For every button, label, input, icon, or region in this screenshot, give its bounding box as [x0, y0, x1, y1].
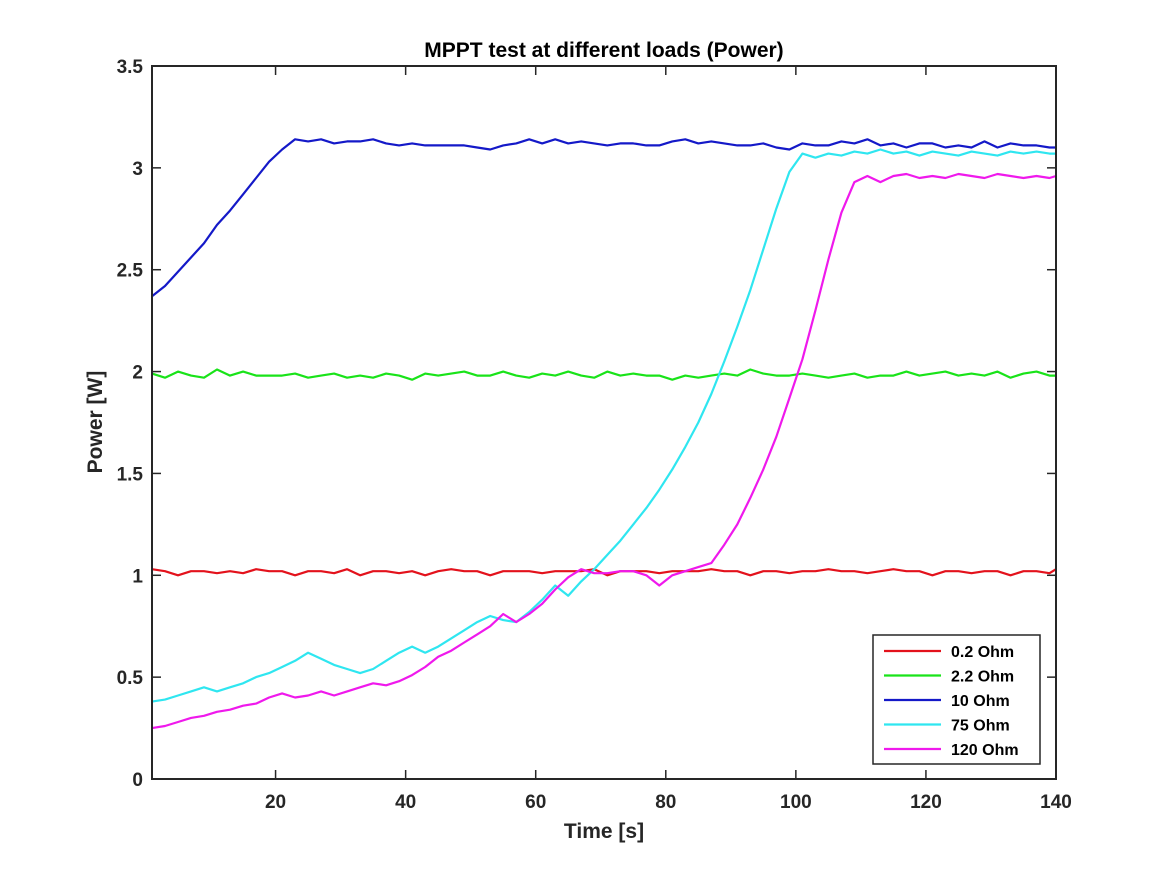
- x-tick-label: 80: [655, 792, 676, 813]
- series-line-1: [151, 368, 1056, 381]
- legend-entry: 75 Ohm: [951, 718, 1010, 735]
- x-tick-label: 100: [780, 792, 812, 813]
- series-layer: [151, 138, 1057, 730]
- y-tick-label: 3.5: [117, 57, 144, 78]
- x-tick-label: 60: [525, 792, 546, 813]
- y-tick-label: 3: [132, 159, 143, 180]
- legend-entry: 2.2 Ohm: [951, 669, 1014, 686]
- y-axis-label: Power [W]: [84, 371, 107, 474]
- y-tick-label: 2: [132, 363, 143, 384]
- x-axis-label: Time [s]: [564, 820, 644, 843]
- series-line-0: [151, 568, 1057, 577]
- legend-entry: 120 Ohm: [951, 742, 1019, 759]
- x-tick-label: 40: [395, 792, 416, 813]
- series-line-3: [151, 148, 1056, 703]
- tick-layer: 20 40 60 80 100 120 140 0 0.5 1 1.5 2 2.5 3 3.5: [117, 57, 1072, 813]
- plot-frame: [151, 65, 1057, 780]
- x-tick-label: 140: [1040, 792, 1072, 813]
- series-line-2: [151, 138, 1056, 298]
- y-tick-label: 2.5: [117, 261, 144, 282]
- y-tick-label: 0: [132, 770, 143, 791]
- y-tick-label: 0.5: [117, 668, 144, 689]
- legend-entry: 10 Ohm: [951, 693, 1010, 710]
- x-tick-label: 120: [910, 792, 942, 813]
- legend-entry: 0.2 Ohm: [951, 644, 1014, 661]
- series-line-4: [151, 172, 1057, 730]
- y-tick-label: 1: [132, 566, 143, 587]
- chart-title: MPPT test at different loads (Power): [424, 39, 783, 62]
- legend: 0.2 Ohm 2.2 Ohm 10 Ohm 75 Ohm 120 Ohm: [872, 634, 1041, 765]
- x-tick-label: 20: [265, 792, 286, 813]
- y-tick-label: 1.5: [117, 464, 144, 485]
